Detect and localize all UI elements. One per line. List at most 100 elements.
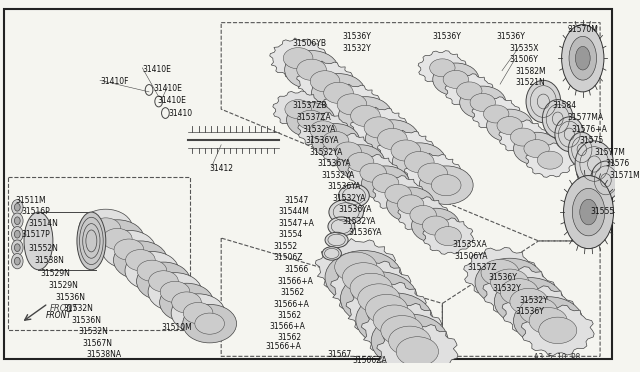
Ellipse shape — [511, 128, 536, 146]
Text: FRONT: FRONT — [50, 304, 79, 313]
Polygon shape — [378, 130, 434, 171]
Ellipse shape — [148, 271, 179, 292]
Ellipse shape — [125, 251, 179, 290]
Polygon shape — [316, 238, 396, 295]
Text: 31532YA: 31532YA — [342, 217, 376, 226]
Ellipse shape — [15, 244, 20, 251]
Text: 31566+A: 31566+A — [277, 276, 313, 286]
Text: 31536Y: 31536Y — [488, 273, 517, 282]
Ellipse shape — [284, 48, 313, 69]
Ellipse shape — [351, 105, 380, 126]
Text: 31532YA: 31532YA — [310, 148, 343, 157]
Ellipse shape — [337, 145, 385, 179]
Ellipse shape — [287, 102, 335, 137]
Text: 31412: 31412 — [210, 164, 234, 173]
Text: 31576: 31576 — [606, 159, 630, 168]
Text: 31536Y: 31536Y — [433, 32, 461, 41]
Ellipse shape — [365, 294, 408, 324]
Ellipse shape — [580, 199, 597, 225]
Text: 31506Y: 31506Y — [509, 55, 539, 64]
Ellipse shape — [486, 109, 532, 142]
Text: 31577M: 31577M — [595, 148, 625, 157]
Ellipse shape — [15, 203, 20, 211]
Polygon shape — [464, 247, 536, 298]
Text: 31536Y: 31536Y — [496, 32, 525, 41]
Text: 31506YB: 31506YB — [292, 39, 326, 48]
Ellipse shape — [513, 132, 560, 165]
Text: 31571M: 31571M — [610, 171, 640, 180]
Ellipse shape — [285, 100, 311, 119]
Ellipse shape — [362, 166, 410, 201]
Ellipse shape — [102, 230, 156, 269]
Ellipse shape — [500, 279, 538, 305]
Text: 31552: 31552 — [273, 242, 297, 251]
Ellipse shape — [575, 46, 590, 70]
Text: 31536YA: 31536YA — [306, 136, 339, 145]
Ellipse shape — [113, 241, 167, 279]
Text: 31516P: 31516P — [21, 207, 50, 216]
Ellipse shape — [387, 187, 435, 222]
Ellipse shape — [172, 292, 202, 313]
Ellipse shape — [542, 100, 573, 138]
Ellipse shape — [125, 250, 156, 271]
Text: 31584: 31584 — [552, 102, 576, 110]
Polygon shape — [472, 97, 520, 131]
Ellipse shape — [350, 273, 392, 303]
Text: 31566+A: 31566+A — [269, 322, 305, 331]
Ellipse shape — [328, 217, 355, 236]
Text: 31410E: 31410E — [154, 84, 183, 93]
Ellipse shape — [12, 227, 23, 242]
Ellipse shape — [348, 153, 374, 171]
Ellipse shape — [513, 297, 583, 345]
Ellipse shape — [481, 259, 519, 286]
Ellipse shape — [312, 74, 365, 112]
Ellipse shape — [325, 232, 348, 248]
Text: 31511M: 31511M — [15, 196, 46, 205]
Ellipse shape — [358, 284, 400, 314]
Polygon shape — [269, 38, 326, 78]
Polygon shape — [323, 133, 373, 170]
Ellipse shape — [431, 174, 461, 196]
Text: 31536Y: 31536Y — [342, 32, 371, 41]
Ellipse shape — [171, 294, 225, 332]
Ellipse shape — [460, 86, 506, 119]
Ellipse shape — [475, 258, 544, 306]
Ellipse shape — [371, 314, 448, 368]
Text: 31529N: 31529N — [40, 269, 70, 278]
Ellipse shape — [137, 260, 167, 281]
Bar — [8, 176, 191, 330]
Polygon shape — [331, 260, 412, 317]
Ellipse shape — [388, 326, 431, 356]
Ellipse shape — [575, 141, 614, 187]
Polygon shape — [377, 323, 458, 372]
Ellipse shape — [456, 82, 482, 100]
Polygon shape — [273, 91, 323, 127]
Text: 31410: 31410 — [168, 109, 193, 118]
Text: 31538N: 31538N — [35, 256, 65, 265]
Ellipse shape — [538, 151, 563, 169]
Ellipse shape — [564, 176, 614, 248]
Ellipse shape — [159, 283, 214, 322]
Ellipse shape — [323, 131, 349, 150]
Text: 31562: 31562 — [281, 288, 305, 297]
Text: 31555: 31555 — [591, 207, 614, 216]
Text: 31532Y: 31532Y — [492, 284, 521, 293]
Ellipse shape — [491, 269, 529, 295]
Polygon shape — [373, 176, 424, 212]
Text: 31506YA: 31506YA — [454, 251, 488, 260]
Ellipse shape — [569, 36, 596, 80]
Text: 31537ZB: 31537ZB — [292, 102, 327, 110]
Text: 31566+A: 31566+A — [273, 299, 309, 309]
Ellipse shape — [591, 161, 621, 200]
Ellipse shape — [15, 230, 20, 238]
Text: 31567: 31567 — [327, 350, 351, 359]
Text: 31562: 31562 — [277, 311, 301, 320]
Ellipse shape — [381, 315, 423, 345]
Text: 31562: 31562 — [277, 333, 301, 342]
Ellipse shape — [443, 70, 468, 89]
Ellipse shape — [422, 216, 449, 235]
Ellipse shape — [340, 272, 417, 326]
Ellipse shape — [572, 188, 605, 236]
Ellipse shape — [555, 117, 584, 151]
Ellipse shape — [484, 105, 509, 123]
